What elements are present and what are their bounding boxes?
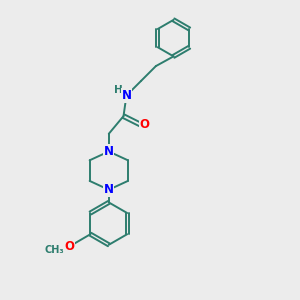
Text: H: H [114,85,123,95]
Text: CH₃: CH₃ [45,244,64,254]
Text: N: N [104,145,114,158]
Text: N: N [104,183,114,196]
Text: O: O [64,240,74,253]
Text: N: N [122,89,131,102]
Text: O: O [140,118,150,131]
